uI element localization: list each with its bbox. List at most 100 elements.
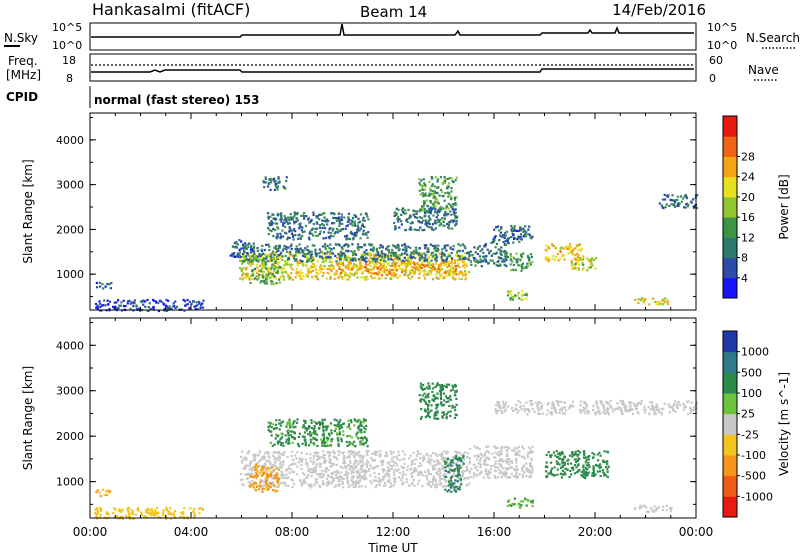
data-cell <box>321 480 324 483</box>
data-cell <box>304 421 307 424</box>
data-cell <box>312 265 315 269</box>
data-cell <box>515 229 518 232</box>
data-cell <box>504 459 507 462</box>
data-cell <box>310 426 314 430</box>
data-cell <box>448 264 451 267</box>
data-cell <box>621 412 624 416</box>
data-cell <box>279 438 282 441</box>
colorbar-swatch <box>723 196 737 218</box>
data-cell <box>333 418 336 421</box>
data-cell <box>412 252 415 255</box>
data-cell <box>446 177 449 181</box>
data-cell <box>305 255 308 259</box>
data-cell <box>455 397 458 400</box>
data-cell <box>495 410 498 414</box>
data-cell <box>329 235 332 238</box>
data-cell <box>338 427 341 431</box>
data-cell <box>293 437 296 440</box>
data-cell <box>322 430 325 433</box>
data-cell <box>320 213 323 216</box>
data-cell <box>367 461 370 464</box>
data-cell <box>557 452 560 456</box>
data-cell <box>382 461 385 464</box>
data-cell <box>451 463 454 466</box>
data-cell <box>325 427 328 430</box>
data-cell <box>423 273 426 276</box>
data-cell <box>347 423 351 426</box>
data-cell <box>291 486 294 489</box>
data-cell <box>554 454 557 457</box>
data-cell <box>441 454 444 457</box>
data-cell <box>277 466 280 469</box>
data-cell <box>352 236 355 239</box>
data-cell <box>321 422 324 425</box>
data-cell <box>293 432 296 435</box>
data-cell <box>235 241 238 244</box>
data-cell <box>487 445 490 448</box>
data-cell <box>546 475 549 478</box>
data-cell <box>374 475 377 478</box>
data-cell <box>374 451 377 454</box>
data-cell <box>588 455 591 458</box>
data-cell <box>419 462 422 465</box>
data-cell <box>372 247 375 251</box>
data-cell <box>416 216 419 219</box>
data-cell <box>246 253 249 256</box>
data-cell <box>622 401 625 404</box>
data-cell <box>587 258 590 261</box>
data-cell <box>349 232 352 235</box>
data-cell <box>371 262 374 265</box>
data-cell <box>514 469 517 472</box>
data-cell <box>303 255 307 258</box>
data-cell <box>354 419 357 422</box>
data-cell <box>519 237 522 240</box>
data-cell <box>382 257 385 260</box>
data-cell <box>545 461 548 464</box>
data-cell <box>392 244 395 247</box>
nave-label: Nave <box>748 63 779 77</box>
data-cell <box>507 405 510 408</box>
data-cell <box>247 450 250 453</box>
data-cell <box>361 276 364 279</box>
data-cell <box>525 292 528 295</box>
data-cell <box>575 461 578 464</box>
data-cell <box>666 300 669 303</box>
data-cell <box>464 451 467 454</box>
data-cell <box>434 485 437 488</box>
data-cell <box>164 304 167 307</box>
data-cell <box>354 257 357 260</box>
data-cell <box>298 243 301 246</box>
data-cell <box>560 476 563 479</box>
data-cell <box>288 418 291 421</box>
data-cell <box>347 249 350 252</box>
data-cell <box>473 259 476 262</box>
data-cell <box>388 270 391 274</box>
data-cell <box>510 289 513 293</box>
data-cell <box>454 270 457 273</box>
data-cell <box>361 457 364 460</box>
data-cell <box>488 458 491 461</box>
data-cell <box>445 205 448 209</box>
data-cell <box>300 249 303 252</box>
data-cell <box>375 254 378 257</box>
data-cell <box>286 421 289 424</box>
data-cell <box>300 467 303 470</box>
data-cell <box>421 187 424 190</box>
data-cell <box>437 209 440 212</box>
data-cell <box>310 419 313 422</box>
data-cell <box>578 458 581 461</box>
data-cell <box>389 468 392 471</box>
data-cell <box>261 479 264 482</box>
data-cell <box>567 252 570 255</box>
data-cell <box>681 197 685 200</box>
data-cell <box>393 480 396 483</box>
data-cell <box>295 220 298 223</box>
data-cell <box>337 423 340 426</box>
data-cell <box>389 268 392 271</box>
data-cell <box>401 207 405 210</box>
data-cell <box>299 480 302 483</box>
data-cell <box>680 200 683 203</box>
data-cell <box>338 267 341 270</box>
data-cell <box>506 457 509 461</box>
data-cell <box>455 264 458 268</box>
